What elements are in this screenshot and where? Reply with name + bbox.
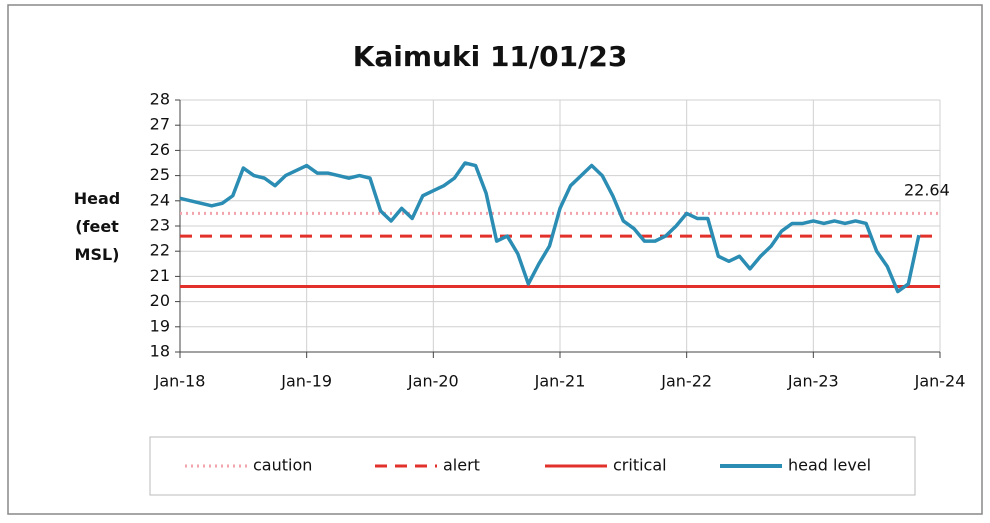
y-tick-label: 22 — [150, 241, 170, 260]
x-tick-label: Jan-21 — [534, 372, 586, 391]
y-tick-label: 24 — [150, 190, 170, 209]
x-tick-label: Jan-18 — [154, 372, 206, 391]
x-tick-label: Jan-20 — [407, 372, 459, 391]
chart-frame — [7, 4, 983, 515]
legend-label: critical — [613, 456, 667, 475]
y-tick-label: 21 — [150, 266, 170, 285]
x-tick-label: Jan-22 — [660, 372, 712, 391]
y-axis-label: Head (feet MSL) — [73, 189, 121, 264]
x-tick-label: Jan-19 — [280, 372, 332, 391]
y-tick-label: 20 — [150, 291, 170, 310]
legend-frame — [149, 436, 916, 496]
y-tick-label: 25 — [150, 165, 170, 184]
chart-title: Kaimuki 11/01/23 — [353, 40, 628, 73]
y-tick-label: 26 — [150, 140, 170, 159]
legend-label: caution — [253, 456, 312, 475]
y-tick-label: 28 — [150, 90, 170, 109]
series-line — [179, 161, 921, 294]
y-tick-label: 27 — [150, 115, 170, 134]
y-tick-label: 19 — [150, 316, 170, 335]
x-tick-label: Jan-23 — [787, 372, 839, 391]
legend-label: alert — [443, 456, 480, 475]
x-tick-label: Jan-24 — [914, 372, 966, 391]
y-tick-label: 23 — [150, 216, 170, 235]
data-label: 22.64 — [904, 181, 950, 200]
legend-label: head level — [788, 456, 871, 475]
y-tick-label: 18 — [150, 342, 170, 361]
